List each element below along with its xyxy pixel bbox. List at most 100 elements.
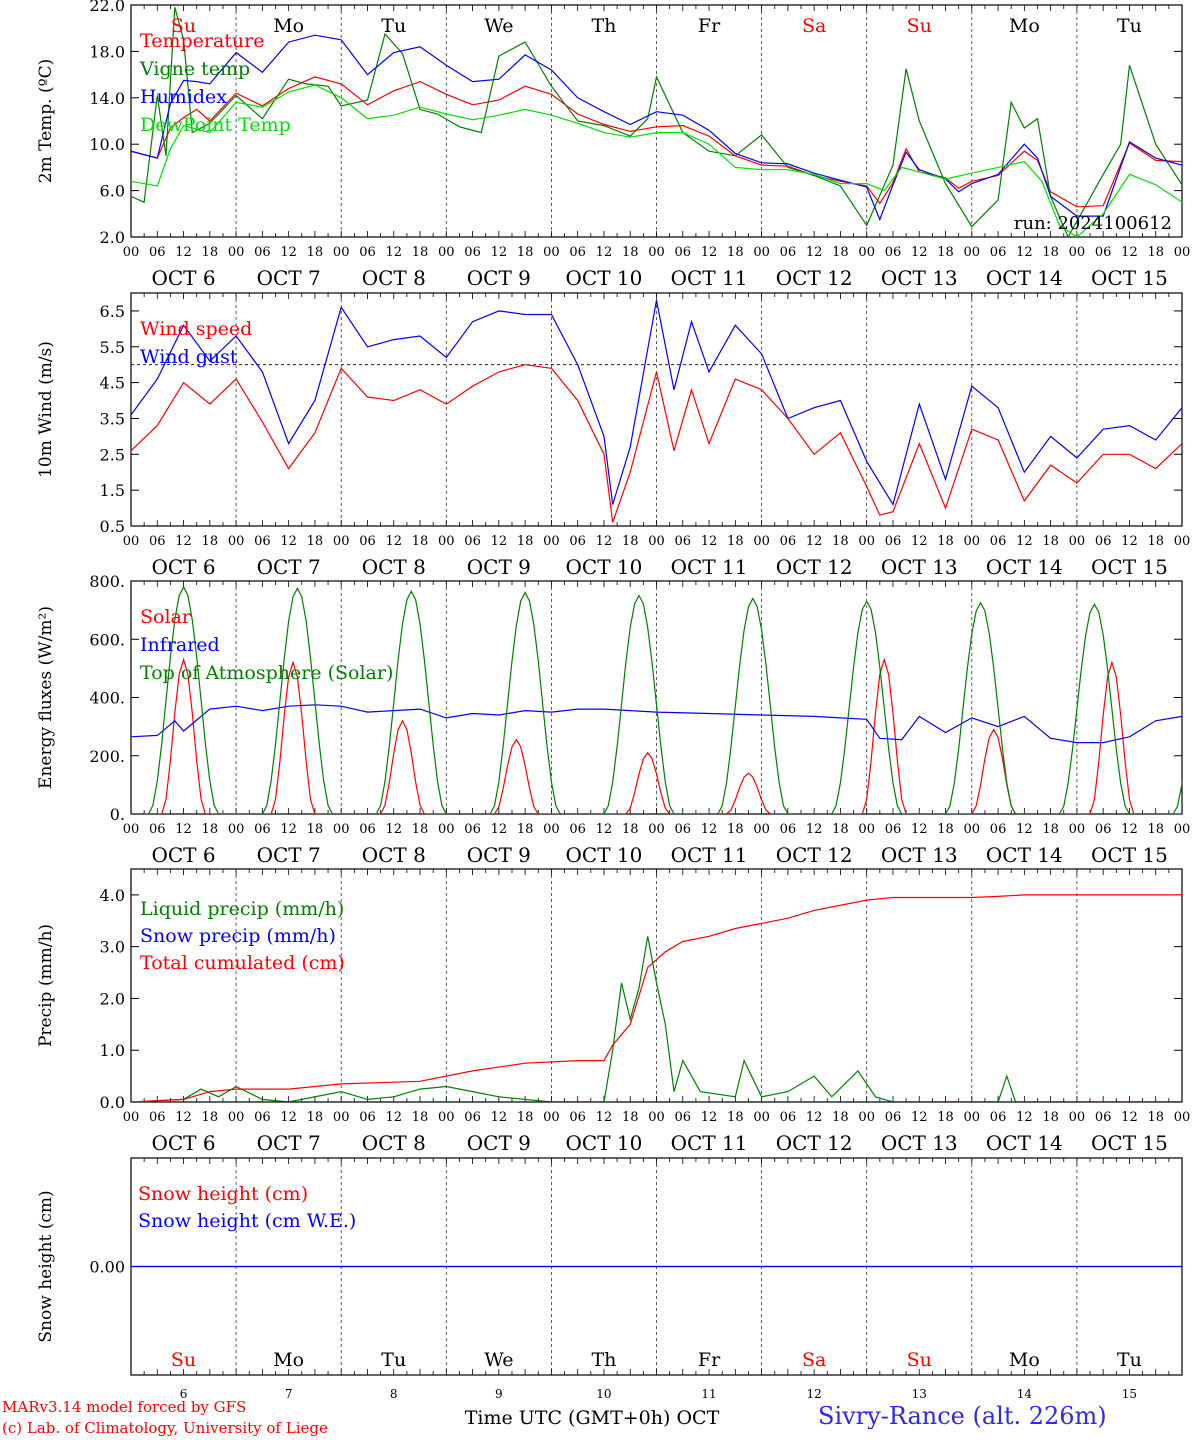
precip-date-label: OCT 9 bbox=[467, 1131, 531, 1155]
energy-hour-label: 06 bbox=[464, 822, 481, 837]
snow-weekday-label: We bbox=[484, 1349, 513, 1371]
wind-hour-label: 00 bbox=[123, 534, 140, 549]
precip-hour-label: 12 bbox=[701, 1110, 718, 1125]
snow-weekday-label: Su bbox=[171, 1349, 196, 1371]
energy-hour-label: 06 bbox=[1095, 822, 1112, 837]
precip-hour-label: 18 bbox=[727, 1110, 744, 1125]
energy-hour-label: 06 bbox=[675, 822, 692, 837]
energy-hour-label: 18 bbox=[1147, 822, 1164, 837]
temperature-hour-label: 18 bbox=[727, 245, 744, 260]
weekday-label: Fr bbox=[698, 15, 721, 37]
temperature-hour-label: 06 bbox=[464, 245, 481, 260]
wind-ytick-label: 4.5 bbox=[100, 374, 125, 393]
temperature-hour-label: 00 bbox=[333, 245, 350, 260]
temperature-ytick-label: 18.0 bbox=[89, 42, 125, 61]
wind-hour-label: 06 bbox=[990, 534, 1007, 549]
temperature-hour-label: 18 bbox=[412, 245, 429, 260]
wind-ytick-label: 1.5 bbox=[100, 481, 125, 500]
precip-date-label: OCT 15 bbox=[1091, 1131, 1168, 1155]
temperature-date-label: OCT 12 bbox=[776, 266, 853, 290]
wind-hour-label: 00 bbox=[1174, 534, 1191, 549]
temperature-hour-label: 00 bbox=[648, 245, 665, 260]
snow-legend-snow-height-cm-: Snow height (cm) bbox=[138, 1183, 308, 1205]
precip-hour-label: 00 bbox=[1174, 1110, 1191, 1125]
temperature-date-label: OCT 7 bbox=[257, 266, 321, 290]
snow-weekday-label: Fr bbox=[698, 1349, 721, 1371]
precip-date-label: OCT 6 bbox=[151, 1131, 215, 1155]
weekday-label: Mo bbox=[273, 15, 304, 37]
day-number-label: 12 bbox=[807, 1387, 822, 1401]
energy-legend-solar: Solar bbox=[140, 606, 192, 628]
wind-ylabel: 10m Wind (m/s) bbox=[36, 341, 56, 478]
precip-hour-label: 06 bbox=[780, 1110, 797, 1125]
precip-series-liquid-precip-mm-h- bbox=[131, 936, 1182, 1102]
precip-hour-label: 18 bbox=[937, 1110, 954, 1125]
precip-date-label: OCT 13 bbox=[881, 1131, 958, 1155]
wind-series-wind-speed bbox=[131, 364, 1182, 523]
precip-hour-label: 06 bbox=[990, 1110, 1007, 1125]
energy-hour-label: 06 bbox=[254, 822, 271, 837]
temperature-hour-label: 18 bbox=[1042, 245, 1059, 260]
energy-hour-label: 12 bbox=[491, 822, 508, 837]
wind-hour-label: 18 bbox=[937, 534, 954, 549]
wind-hour-label: 12 bbox=[491, 534, 508, 549]
precip-hour-label: 18 bbox=[202, 1110, 219, 1125]
temperature-date-label: OCT 10 bbox=[566, 266, 643, 290]
energy-series-infrared bbox=[131, 704, 1182, 744]
temperature-hour-label: 12 bbox=[701, 245, 718, 260]
snow-ylabel: Snow height (cm) bbox=[36, 1190, 56, 1342]
wind-hour-label: 18 bbox=[517, 534, 534, 549]
energy-hour-label: 18 bbox=[727, 822, 744, 837]
temperature-hour-label: 00 bbox=[228, 245, 245, 260]
energy-date-label: OCT 14 bbox=[986, 843, 1063, 867]
wind-hour-label: 18 bbox=[832, 534, 849, 549]
energy-hour-label: 18 bbox=[517, 822, 534, 837]
precip-date-label: OCT 12 bbox=[776, 1131, 853, 1155]
station-name: Sivry-Rance (alt. 226m) bbox=[818, 1402, 1107, 1430]
energy-hour-label: 18 bbox=[307, 822, 324, 837]
temperature-date-label: OCT 8 bbox=[362, 266, 426, 290]
wind-date-label: OCT 10 bbox=[566, 555, 643, 579]
temperature-date-label: OCT 11 bbox=[671, 266, 748, 290]
wind-hour-label: 12 bbox=[806, 534, 823, 549]
precip-hour-label: 06 bbox=[569, 1110, 586, 1125]
temperature-hour-label: 12 bbox=[175, 245, 192, 260]
x-axis-title: Time UTC (GMT+0h) OCT bbox=[465, 1407, 720, 1429]
wind-ytick-label: 0.5 bbox=[100, 517, 125, 536]
wind-hour-label: 00 bbox=[753, 534, 770, 549]
temperature-hour-label: 06 bbox=[990, 245, 1007, 260]
wind-hour-label: 06 bbox=[675, 534, 692, 549]
energy-date-label: OCT 8 bbox=[362, 843, 426, 867]
wind-ytick-label: 3.5 bbox=[100, 409, 125, 428]
precip-date-label: OCT 7 bbox=[257, 1131, 321, 1155]
precip-ytick-label: 4.0 bbox=[100, 886, 125, 905]
wind-hour-label: 12 bbox=[911, 534, 928, 549]
temperature-hour-label: 18 bbox=[517, 245, 534, 260]
precip-hour-label: 00 bbox=[438, 1110, 455, 1125]
weekday-label: Su bbox=[907, 15, 932, 37]
wind-hour-label: 00 bbox=[1069, 534, 1086, 549]
panel-precip bbox=[130, 868, 1183, 1103]
wind-hour-label: 00 bbox=[333, 534, 350, 549]
precip-hour-label: 12 bbox=[1121, 1110, 1138, 1125]
energy-hour-label: 06 bbox=[359, 822, 376, 837]
temperature-hour-label: 12 bbox=[1121, 245, 1138, 260]
energy-series-solar bbox=[157, 657, 1182, 814]
energy-hour-label: 00 bbox=[1174, 822, 1191, 837]
precip-hour-label: 12 bbox=[385, 1110, 402, 1125]
wind-hour-label: 06 bbox=[149, 534, 166, 549]
temperature-hour-label: 06 bbox=[675, 245, 692, 260]
precip-date-label: OCT 14 bbox=[986, 1131, 1063, 1155]
snow-weekday-label: Su bbox=[907, 1349, 932, 1371]
energy-hour-label: 06 bbox=[569, 822, 586, 837]
day-number-label: 9 bbox=[495, 1387, 503, 1401]
wind-hour-label: 00 bbox=[964, 534, 981, 549]
temperature-hour-label: 12 bbox=[385, 245, 402, 260]
weekday-label: We bbox=[484, 15, 513, 37]
temperature-hour-label: 06 bbox=[569, 245, 586, 260]
energy-hour-label: 06 bbox=[780, 822, 797, 837]
energy-hour-label: 00 bbox=[228, 822, 245, 837]
precip-ytick-label: 0.0 bbox=[100, 1093, 125, 1112]
weekday-label: Th bbox=[591, 15, 616, 37]
energy-date-label: OCT 11 bbox=[671, 843, 748, 867]
